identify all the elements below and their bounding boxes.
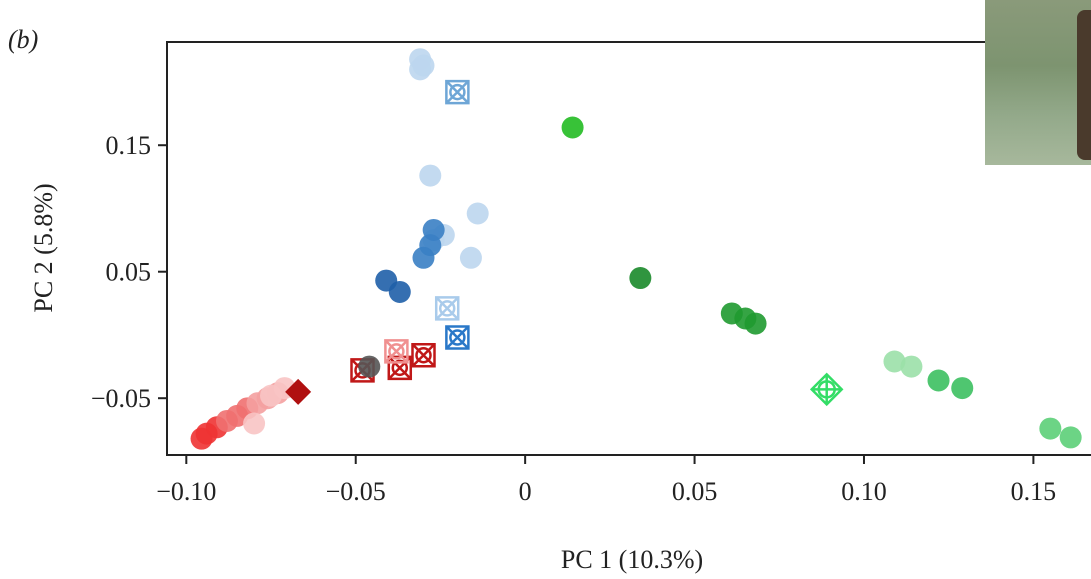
x-tick-label: −0.05 [326, 477, 386, 506]
series [285, 378, 312, 405]
y-axis-label: PC 2 (5.8%) [29, 183, 58, 312]
axis-frame [166, 41, 1091, 456]
series [1039, 417, 1082, 449]
series [434, 296, 460, 321]
point [434, 296, 460, 321]
series [927, 369, 974, 400]
x-tick-label: 0 [519, 477, 532, 506]
point [1059, 426, 1082, 449]
point [927, 369, 950, 392]
point [384, 339, 409, 364]
point [900, 355, 923, 378]
series [629, 267, 652, 290]
x-axis-label: PC 1 (10.3%) [561, 545, 703, 574]
point [387, 355, 413, 381]
series [720, 302, 767, 335]
photo-subject [1077, 10, 1091, 160]
point [412, 54, 435, 77]
panel-label: (b) [8, 25, 38, 54]
series [809, 372, 844, 407]
x-tick-label: 0.05 [672, 477, 718, 506]
x-tick-label: −0.10 [156, 477, 216, 506]
point [883, 350, 906, 373]
point [809, 372, 844, 407]
point [1039, 417, 1062, 440]
point [388, 280, 411, 303]
point [419, 164, 442, 187]
photo [985, 0, 1091, 165]
point [466, 202, 489, 225]
series [445, 325, 470, 350]
series [445, 79, 470, 105]
series [358, 355, 381, 378]
point [285, 378, 312, 405]
point [951, 377, 974, 400]
series [561, 116, 584, 139]
point [412, 246, 435, 269]
point [744, 312, 767, 335]
point [445, 325, 470, 350]
x-tick-label: 0.10 [841, 477, 887, 506]
series [883, 350, 923, 378]
series [384, 339, 409, 364]
point [561, 116, 584, 139]
point [243, 412, 266, 435]
point [459, 246, 482, 269]
series [375, 269, 411, 303]
point [445, 79, 470, 105]
y-tick-label: −0.05 [91, 384, 151, 413]
series [412, 218, 445, 269]
series [243, 377, 296, 435]
point [411, 342, 436, 368]
point [629, 267, 652, 290]
point [358, 355, 381, 378]
x-tick-label: 0.15 [1011, 477, 1057, 506]
y-tick-label: 0.05 [106, 258, 152, 287]
y-tick-label: 0.15 [106, 131, 152, 160]
